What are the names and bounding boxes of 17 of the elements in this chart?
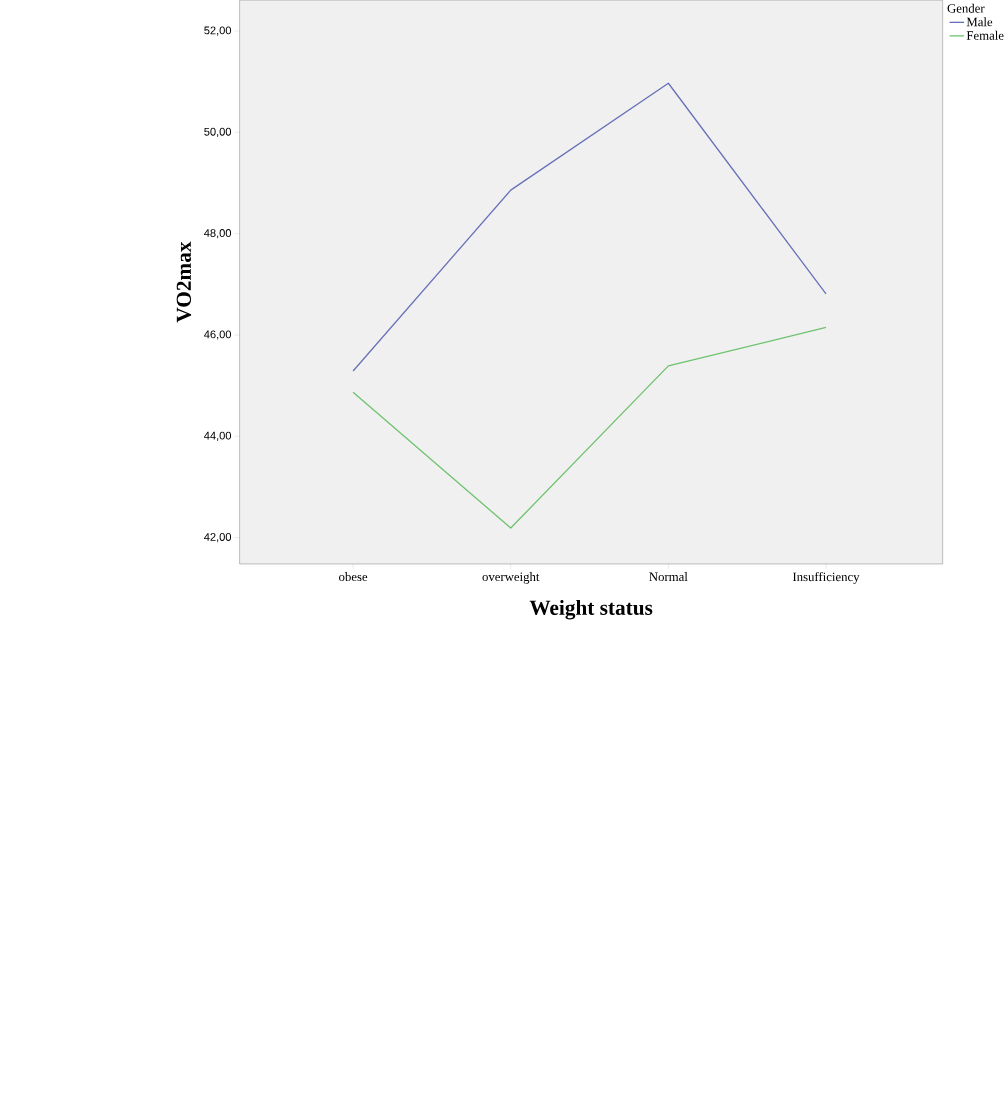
legend-label: Female <box>966 30 1004 40</box>
x-tick-label: Insufficiency <box>792 572 860 584</box>
x-tick-label: obese <box>338 572 368 582</box>
x-tick-label: Normal <box>649 572 688 582</box>
legend-label: Male <box>966 17 993 27</box>
x-tick-label: overweight <box>482 572 540 584</box>
y-tick-label: 46,00 <box>203 330 231 340</box>
y-tick-label: 48,00 <box>203 229 231 239</box>
line-series <box>352 82 827 372</box>
y-tick-label: 50,00 <box>204 127 231 137</box>
y-tick-label: 44,00 <box>203 431 231 441</box>
x-axis-title: Weight status <box>529 599 653 620</box>
y-tick-label: 52,00 <box>204 26 231 36</box>
y-axis-title: VO2max <box>176 241 191 323</box>
line-series <box>352 326 827 529</box>
y-tick-label: 42,00 <box>203 533 231 543</box>
legend-title: Gender <box>947 3 985 13</box>
